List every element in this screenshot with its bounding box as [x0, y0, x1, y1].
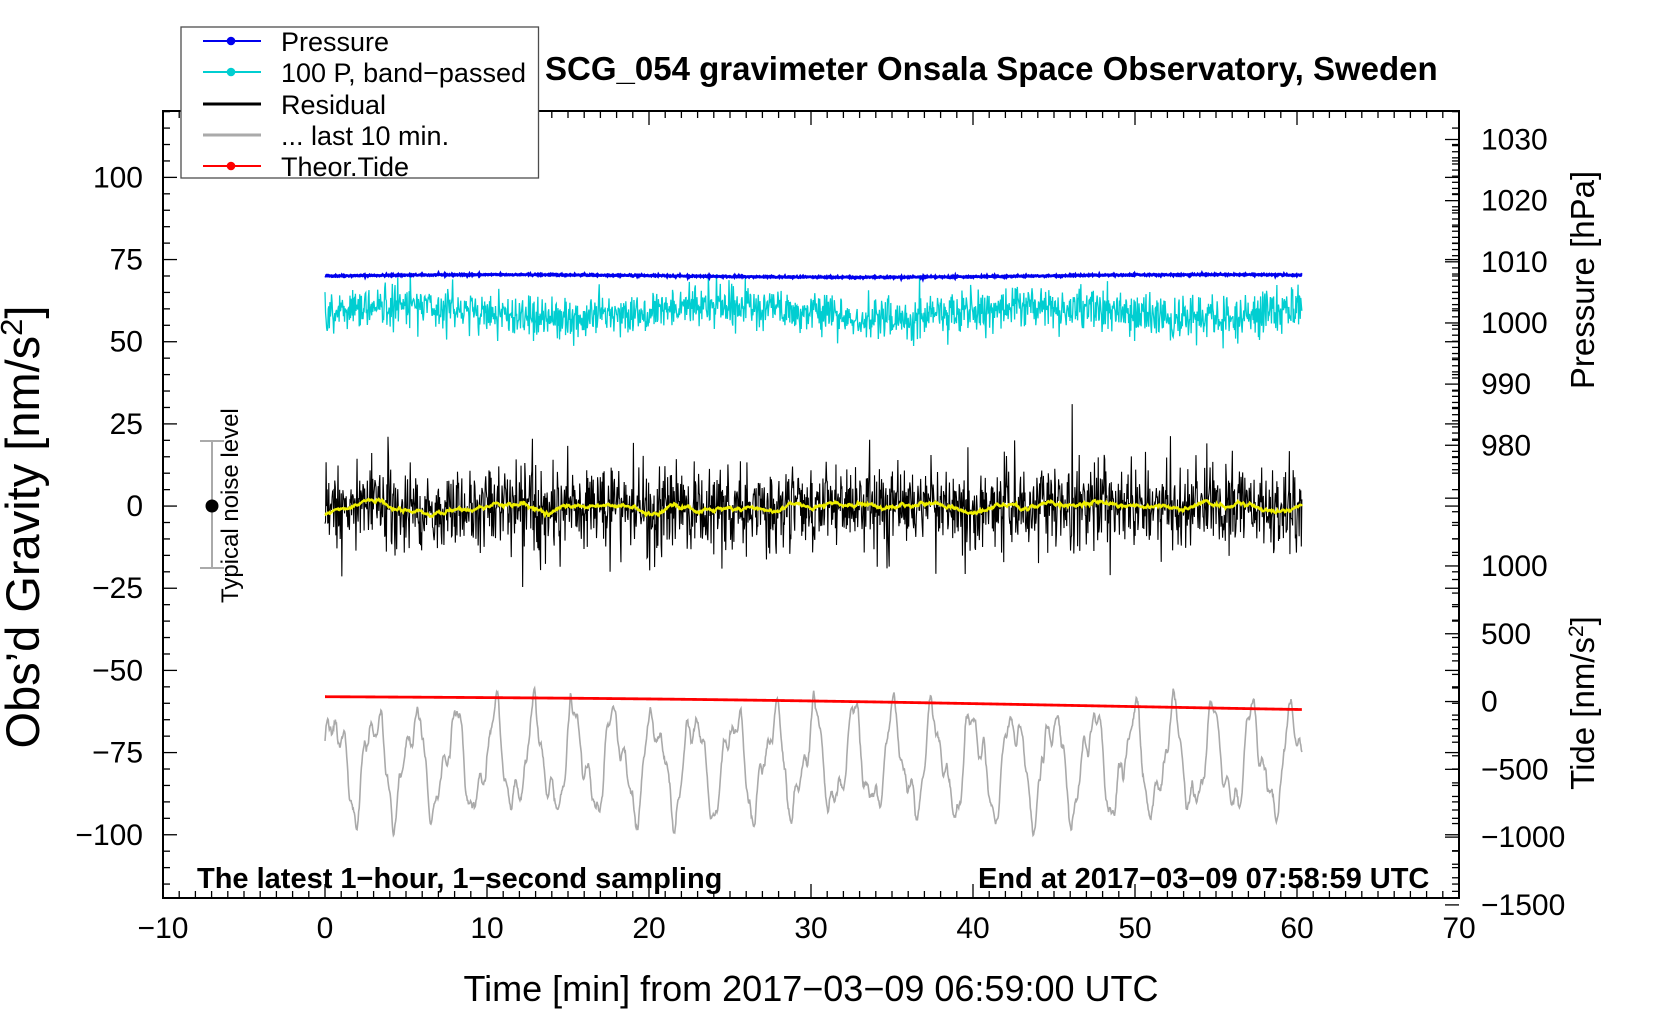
svg-text:−25: −25 — [92, 572, 143, 605]
svg-text:Tide [nm/s2]: Tide [nm/s2] — [1564, 616, 1601, 790]
svg-text:990: 990 — [1481, 368, 1531, 401]
svg-text:1000: 1000 — [1481, 307, 1548, 340]
svg-text:Residual: Residual — [281, 90, 386, 120]
svg-text:50: 50 — [1118, 912, 1151, 945]
svg-text:Time [min] from 2017−03−09 06:: Time [min] from 2017−03−09 06:59:00 UTC — [463, 968, 1158, 1009]
svg-text:−100: −100 — [75, 819, 143, 852]
svg-text:1020: 1020 — [1481, 185, 1548, 218]
svg-text:1030: 1030 — [1481, 124, 1548, 157]
svg-text:1010: 1010 — [1481, 246, 1548, 279]
svg-text:100: 100 — [93, 161, 143, 194]
svg-text:20: 20 — [632, 912, 665, 945]
svg-text:Theor.Tide: Theor.Tide — [281, 152, 409, 182]
svg-text:Pressure: Pressure — [281, 27, 389, 57]
svg-text:40: 40 — [956, 912, 989, 945]
svg-text:−1500: −1500 — [1481, 889, 1565, 922]
svg-text:50: 50 — [110, 326, 143, 359]
svg-text:75: 75 — [110, 244, 143, 277]
svg-text:Typical noise level: Typical noise level — [217, 408, 244, 603]
svg-text:−500: −500 — [1481, 753, 1549, 786]
svg-text:100 P, band−passed: 100 P, band−passed — [281, 58, 526, 88]
svg-text:0: 0 — [1481, 686, 1498, 719]
svg-text:25: 25 — [110, 408, 143, 441]
svg-text:60: 60 — [1280, 912, 1313, 945]
svg-text:500: 500 — [1481, 618, 1531, 651]
svg-text:SCG_054 gravimeter Onsala Spac: SCG_054 gravimeter Onsala Space Observat… — [545, 50, 1438, 87]
svg-text:... last 10 min.: ... last 10 min. — [281, 121, 449, 151]
svg-text:−75: −75 — [92, 737, 143, 770]
svg-text:980: 980 — [1481, 429, 1531, 462]
svg-text:The latest 1−hour, 1−second sa: The latest 1−hour, 1−second sampling — [197, 863, 722, 895]
svg-text:−50: −50 — [92, 654, 143, 687]
svg-text:0: 0 — [317, 912, 334, 945]
svg-text:Obs’d Gravity [nm/s2]: Obs’d Gravity [nm/s2] — [0, 306, 49, 749]
svg-text:10: 10 — [470, 912, 503, 945]
svg-text:30: 30 — [794, 912, 827, 945]
svg-text:Pressure [hPa]: Pressure [hPa] — [1564, 171, 1601, 389]
svg-text:1000: 1000 — [1481, 550, 1548, 583]
svg-text:0: 0 — [126, 490, 143, 523]
svg-text:End at 2017−03−09 07:58:59 UTC: End at 2017−03−09 07:58:59 UTC — [978, 863, 1429, 895]
svg-text:70: 70 — [1442, 912, 1475, 945]
svg-text:−1000: −1000 — [1481, 821, 1565, 854]
svg-text:−10: −10 — [138, 912, 189, 945]
